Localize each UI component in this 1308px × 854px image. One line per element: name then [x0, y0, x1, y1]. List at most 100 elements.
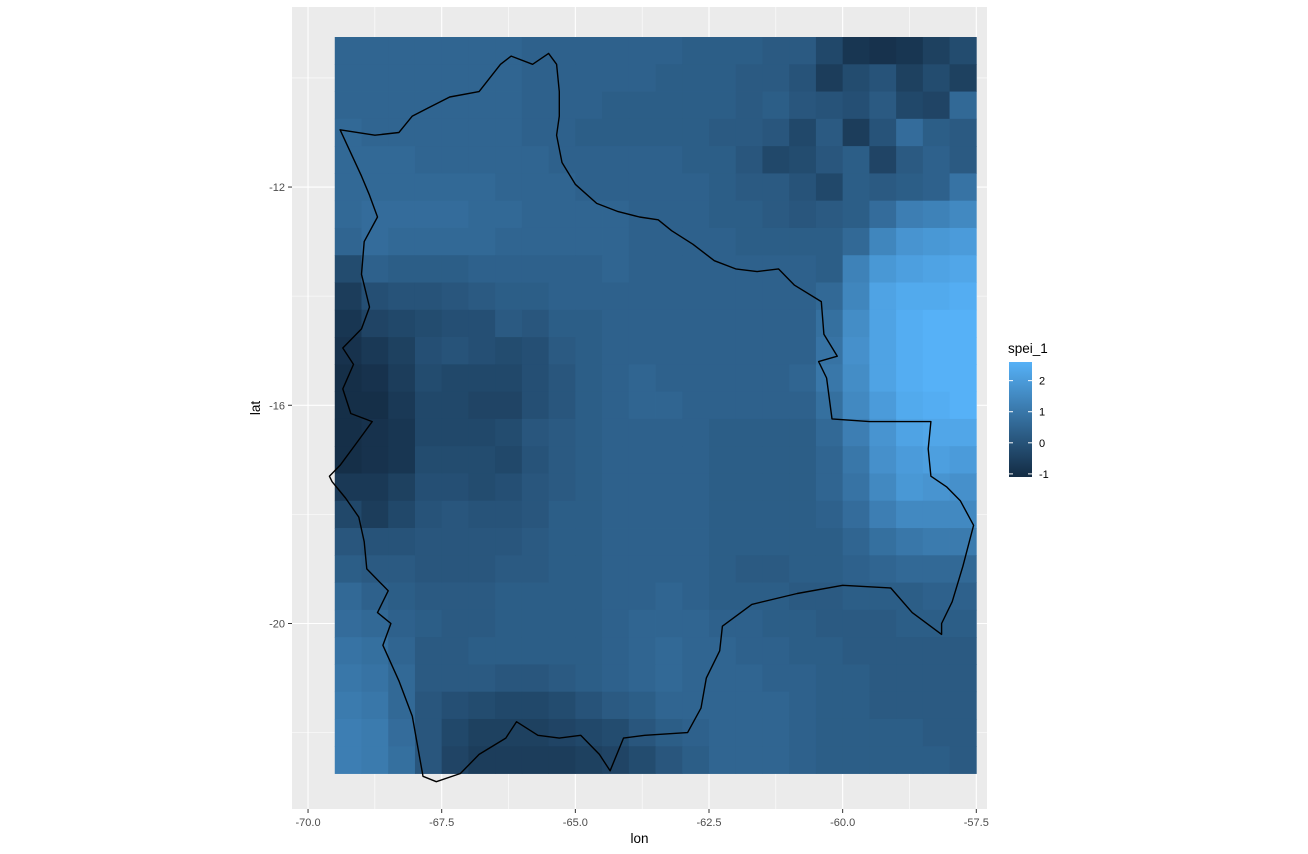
raster-tile — [762, 446, 790, 474]
raster-tile — [548, 309, 576, 338]
raster-tile — [575, 364, 603, 393]
raster-tile — [628, 746, 656, 774]
raster-tile — [441, 528, 469, 556]
raster-tile — [628, 446, 656, 474]
raster-tile — [735, 473, 763, 502]
raster-tile — [842, 337, 870, 365]
raster-tile — [628, 664, 656, 693]
raster-tile — [789, 173, 817, 202]
raster-tile — [922, 446, 950, 474]
raster-tile — [869, 282, 897, 311]
raster-tile — [602, 146, 630, 174]
raster-tile — [789, 555, 817, 583]
raster-tile — [842, 91, 870, 120]
raster-tile — [815, 118, 844, 147]
raster-tile — [655, 555, 683, 583]
raster-tile — [949, 337, 977, 365]
raster-tile — [842, 282, 870, 311]
raster-tile — [548, 718, 576, 747]
raster-tile — [388, 227, 416, 256]
x-axis-title: lon — [630, 831, 648, 846]
raster-tile — [414, 227, 443, 256]
raster-tile — [495, 746, 523, 774]
raster-tile — [548, 746, 576, 774]
raster-tile — [949, 255, 977, 283]
raster-tile — [655, 37, 683, 65]
raster-tile — [361, 91, 389, 120]
raster-tile — [575, 555, 603, 583]
raster-tile — [655, 418, 683, 447]
raster-tile — [735, 282, 763, 311]
raster-tile — [468, 146, 496, 174]
raster-tile — [495, 582, 523, 611]
raster-tile — [709, 664, 737, 693]
raster-tile — [575, 664, 603, 693]
raster-tile — [735, 691, 763, 720]
raster-tile — [869, 637, 897, 665]
raster-tile — [628, 337, 656, 365]
raster-tile — [842, 555, 870, 583]
raster-tile — [334, 691, 362, 720]
raster-tile — [548, 446, 576, 474]
raster-tile — [762, 664, 790, 693]
raster-tile — [735, 500, 763, 529]
raster-tile — [896, 91, 924, 120]
raster-tile — [789, 64, 817, 92]
raster-tile — [922, 282, 950, 311]
raster-tile — [949, 473, 977, 502]
raster-tile — [575, 637, 603, 665]
raster-tile — [842, 500, 870, 529]
raster-tile — [842, 391, 870, 420]
raster-tile — [896, 364, 924, 393]
raster-tile — [842, 200, 870, 229]
raster-tile — [682, 500, 710, 529]
raster-tile — [762, 200, 790, 229]
raster-tile — [655, 255, 683, 283]
raster-tile — [388, 282, 416, 311]
raster-tile — [762, 609, 790, 638]
raster-tile — [842, 691, 870, 720]
raster-tile — [495, 664, 523, 693]
raster-tile — [361, 691, 389, 720]
raster-tile — [949, 446, 977, 474]
raster-tile — [548, 582, 576, 611]
raster-tile — [361, 473, 389, 502]
raster-tile — [869, 446, 897, 474]
raster-tile — [682, 418, 710, 447]
y-tick-label: -16 — [269, 400, 285, 412]
raster-tile — [735, 418, 763, 447]
raster-tile — [361, 118, 389, 147]
raster-tile — [361, 391, 389, 420]
raster-tile — [896, 446, 924, 474]
raster-tile — [949, 200, 977, 229]
raster-tile — [495, 337, 523, 365]
raster-tile — [869, 718, 897, 747]
raster-tile — [709, 173, 737, 202]
raster-tile — [388, 528, 416, 556]
raster-tile — [575, 718, 603, 747]
raster-tile — [521, 227, 550, 256]
raster-tile — [628, 528, 656, 556]
raster-tile — [388, 555, 416, 583]
raster-tile — [441, 118, 469, 147]
raster-tile — [548, 118, 576, 147]
raster-tile — [842, 364, 870, 393]
raster-tile — [709, 200, 737, 229]
raster-tile — [575, 746, 603, 774]
raster-tile — [468, 91, 496, 120]
raster-tile — [949, 555, 977, 583]
raster-tile — [361, 227, 389, 256]
raster-tile — [602, 609, 630, 638]
raster-tile — [521, 609, 550, 638]
raster-tile — [414, 309, 443, 338]
raster-tile — [815, 418, 844, 447]
raster-tile — [682, 200, 710, 229]
raster-tile — [334, 528, 362, 556]
legend-title: spei_1 — [1008, 341, 1048, 356]
raster-tile — [602, 446, 630, 474]
raster-tile — [815, 473, 844, 502]
raster-tile — [548, 473, 576, 502]
raster-tile — [495, 200, 523, 229]
raster-tile — [709, 146, 737, 174]
x-tick-label: -57.5 — [964, 817, 989, 829]
